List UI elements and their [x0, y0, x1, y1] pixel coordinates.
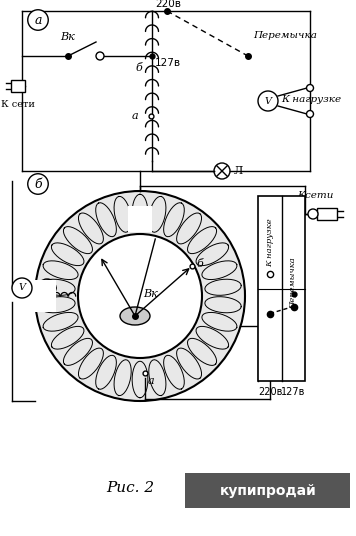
- Text: 220в: 220в: [258, 387, 282, 397]
- Text: б: б: [135, 63, 142, 73]
- Circle shape: [35, 191, 245, 401]
- Text: Л: Л: [44, 302, 54, 312]
- Text: купипродай: купипродай: [220, 484, 316, 498]
- Text: К нагрузке: К нагрузке: [266, 218, 274, 266]
- Text: а: а: [148, 376, 155, 386]
- Circle shape: [78, 234, 202, 358]
- Bar: [30, 280, 56, 312]
- Circle shape: [307, 85, 314, 92]
- Text: Ксети: Ксети: [297, 191, 333, 200]
- Bar: [11, 80, 25, 92]
- Text: К нагрузке: К нагрузке: [281, 94, 341, 103]
- Text: V: V: [265, 96, 272, 106]
- Text: Л: Л: [234, 166, 243, 176]
- Text: 220в: 220в: [155, 0, 181, 9]
- Text: б: б: [34, 177, 42, 190]
- Text: а: а: [34, 13, 42, 26]
- Text: V: V: [19, 284, 26, 293]
- Text: Перемычка: Перемычка: [253, 32, 317, 41]
- Ellipse shape: [120, 307, 150, 325]
- Text: Рис. 2: Рис. 2: [106, 481, 154, 495]
- Bar: [185, 473, 350, 508]
- Text: Перемычка: Перемычка: [289, 258, 298, 309]
- Text: 127в: 127в: [281, 387, 306, 397]
- Text: а: а: [131, 111, 138, 121]
- Circle shape: [308, 209, 318, 219]
- Text: Вк: Вк: [143, 289, 158, 299]
- Circle shape: [258, 91, 278, 111]
- Bar: [258, 196, 305, 381]
- Bar: [317, 208, 337, 220]
- Circle shape: [96, 52, 104, 60]
- Text: 127в: 127в: [155, 58, 181, 68]
- Text: К сети: К сети: [1, 100, 35, 109]
- Text: Вк: Вк: [60, 32, 75, 42]
- Circle shape: [307, 110, 314, 117]
- Text: б: б: [196, 259, 203, 269]
- Circle shape: [12, 278, 32, 298]
- Bar: [128, 206, 152, 232]
